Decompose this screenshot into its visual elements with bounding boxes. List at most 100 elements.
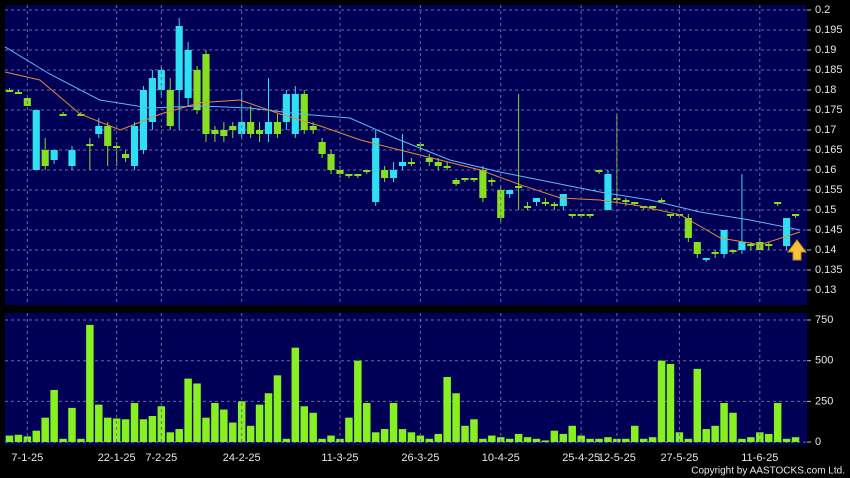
volume-bar bbox=[211, 403, 219, 443]
volume-bar bbox=[5, 435, 14, 443]
candle-body bbox=[363, 170, 371, 172]
volume-bar bbox=[470, 419, 478, 443]
volume-bar bbox=[407, 432, 416, 443]
candle-body bbox=[14, 92, 22, 94]
candle-body bbox=[425, 158, 433, 162]
volume-bar bbox=[95, 404, 103, 443]
volume-bar bbox=[354, 360, 362, 443]
volume-bar bbox=[184, 378, 192, 443]
candle-body bbox=[32, 110, 40, 170]
candle-body bbox=[336, 170, 344, 174]
volume-bar bbox=[50, 389, 58, 443]
candle-body bbox=[774, 202, 782, 204]
candle-body bbox=[622, 200, 630, 202]
volume-bar bbox=[434, 433, 442, 443]
candle-body bbox=[738, 242, 746, 250]
candle-body bbox=[229, 126, 237, 130]
candle-body bbox=[666, 214, 675, 216]
candle-body bbox=[765, 244, 773, 246]
volume-bar bbox=[738, 438, 746, 443]
x-tick-label: 7-1-25 bbox=[11, 452, 43, 464]
volume-bar bbox=[711, 425, 719, 443]
candle-body bbox=[104, 126, 112, 146]
candle-body bbox=[327, 154, 335, 170]
candle-body bbox=[729, 250, 737, 252]
candle-body bbox=[220, 130, 228, 136]
candle-body bbox=[702, 258, 710, 260]
x-tick-label: 10-4-25 bbox=[482, 452, 520, 464]
volume-bar bbox=[112, 418, 121, 443]
candle-body bbox=[586, 214, 594, 216]
x-tick-label: 7-2-25 bbox=[145, 452, 177, 464]
volume-bar bbox=[255, 404, 264, 443]
candle-body bbox=[77, 114, 85, 116]
candle-body bbox=[398, 162, 407, 166]
candle-body bbox=[649, 206, 657, 208]
volume-bar bbox=[103, 417, 112, 443]
volume-bar bbox=[398, 429, 407, 443]
moving-average-line bbox=[4, 71, 801, 246]
x-tick-label: 26-3-25 bbox=[401, 452, 439, 464]
volume-bar bbox=[666, 363, 675, 443]
candle-body bbox=[247, 122, 255, 134]
volume-bar bbox=[148, 416, 157, 443]
volume-bar bbox=[246, 425, 255, 443]
volume-bar bbox=[488, 435, 496, 443]
candle-body bbox=[595, 170, 603, 172]
price-layer: 0.2 0.195 0.19 0.185 0.18 0.175 0.17 0.165 0.16 0… bbox=[4, 4, 843, 305]
volume-bar bbox=[505, 438, 514, 443]
y-tick-label: 0.18 bbox=[815, 84, 836, 96]
volume-bar bbox=[773, 403, 782, 443]
candle-body bbox=[41, 150, 49, 166]
candle-body bbox=[434, 162, 442, 166]
candle-body bbox=[631, 202, 639, 204]
candle-body bbox=[309, 126, 317, 130]
volume-bar bbox=[273, 375, 282, 443]
x-tick-label: 12-5-25 bbox=[598, 452, 636, 464]
volume-bar bbox=[282, 438, 291, 443]
x-tick-label: 25-4-25 bbox=[562, 452, 600, 464]
volume-bar bbox=[300, 406, 308, 443]
volume-bar bbox=[121, 419, 130, 443]
volume-bar bbox=[32, 430, 41, 443]
volume-bar bbox=[675, 432, 684, 443]
x-tick-label: 11-3-25 bbox=[321, 452, 358, 464]
volume-bar bbox=[157, 406, 166, 443]
candle-body bbox=[532, 198, 541, 202]
volume-bar bbox=[764, 433, 773, 443]
volume-bar bbox=[577, 435, 585, 443]
volume-bar bbox=[327, 435, 335, 443]
candle-body bbox=[59, 114, 67, 116]
candle-body bbox=[684, 218, 692, 238]
signal-arrow bbox=[787, 239, 807, 261]
candle-body bbox=[5, 90, 14, 92]
volume-bar bbox=[59, 438, 67, 443]
volume-bar bbox=[130, 403, 139, 443]
volume-bar bbox=[532, 438, 541, 443]
candle-body bbox=[345, 174, 353, 176]
volume-bar bbox=[568, 425, 576, 443]
candle-body bbox=[791, 214, 800, 216]
volume-bar bbox=[363, 403, 371, 443]
volume-bar bbox=[452, 393, 460, 443]
volume-bar bbox=[371, 432, 380, 443]
candle-body bbox=[604, 174, 612, 210]
candle-body bbox=[541, 202, 549, 204]
volume-bar bbox=[693, 368, 702, 443]
candle-body bbox=[523, 206, 532, 208]
volume-bar bbox=[630, 425, 639, 443]
volume-bar bbox=[648, 437, 657, 443]
y-tick-label: 0 bbox=[815, 436, 821, 448]
candle-body bbox=[783, 218, 791, 246]
price-panel bbox=[5, 5, 807, 305]
volume-bar bbox=[220, 409, 228, 443]
candle-body bbox=[256, 130, 264, 134]
candle-body bbox=[389, 170, 398, 178]
volume-bar bbox=[345, 417, 353, 443]
candle-body bbox=[461, 178, 469, 180]
candle-body bbox=[193, 70, 201, 110]
candle-body bbox=[568, 214, 576, 216]
candle-body bbox=[130, 126, 139, 166]
volume-bar bbox=[729, 412, 737, 443]
